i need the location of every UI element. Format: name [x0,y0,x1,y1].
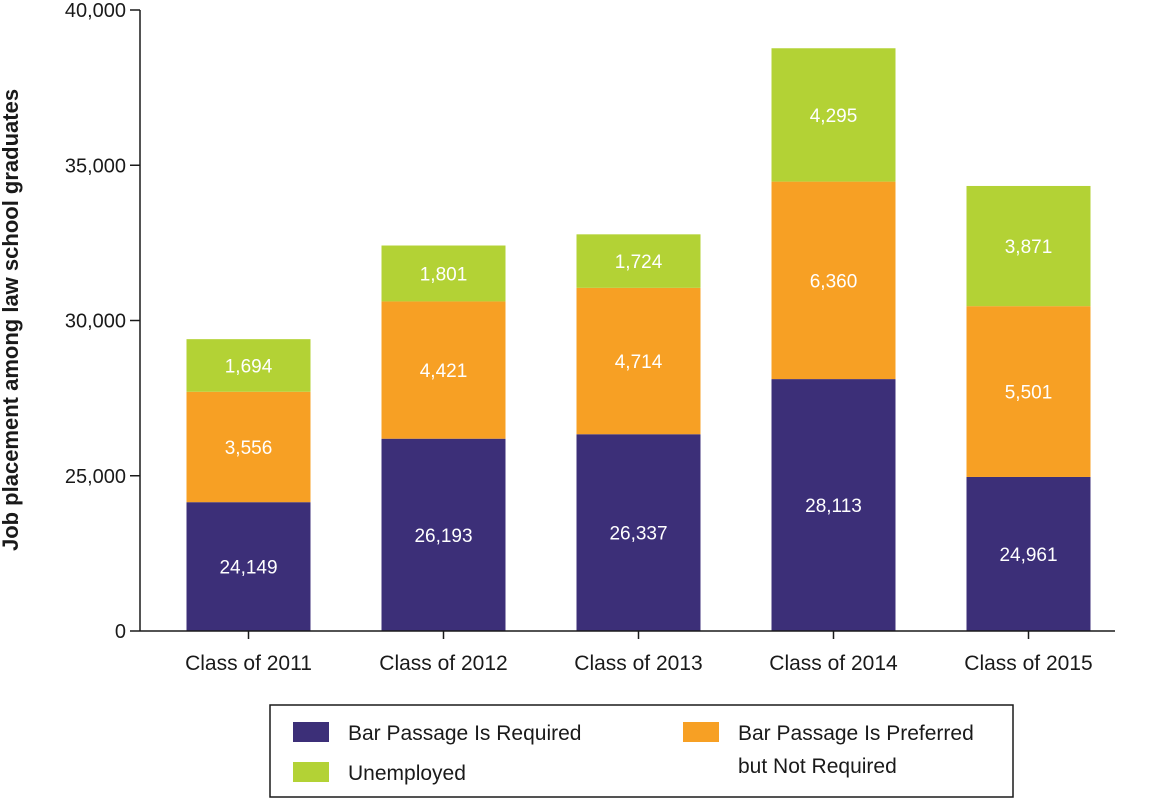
bar-segment [186,502,311,631]
y-tick-label: 0 [115,621,126,643]
bar-segment [381,438,506,631]
bar-value-label: 5,501 [1005,383,1053,404]
bar-segment [966,476,1091,631]
bar-segment [966,306,1091,477]
bar-segment [576,234,701,288]
x-tick-label: Class of 2012 [379,652,507,675]
bar-segment [576,287,701,435]
bar-segment [966,185,1091,307]
bar-segment [186,339,311,392]
y-tick-label: 40,000 [65,0,126,22]
bar-segment [771,181,896,380]
x-tick-label: Class of 2013 [574,652,702,675]
bar-value-label: 3,871 [1005,237,1053,258]
legend-label: Bar Passage Is Preferred but Not Required [738,722,974,778]
bar-value-label: 26,337 [609,524,667,545]
x-tick-label: Class of 2014 [769,652,898,675]
legend: Bar Passage Is Required Bar Passage Is Pr… [269,704,1014,798]
legend-label: Unemployed [348,762,466,785]
legend-box [269,704,1014,798]
y-tick-label: 35,000 [65,155,126,177]
legend-label-line: Unemployed [348,762,466,785]
x-tick-label: Class of 2011 [185,652,312,675]
bar-segment [381,301,506,439]
y-axis-label: Job placement among law school graduates [0,89,23,551]
y-tick-label: 25,000 [65,466,126,488]
bar-value-label: 4,295 [810,106,858,127]
legend-label-line: but Not Required [738,755,897,778]
bar-value-label: 4,714 [615,352,663,373]
bar-segment [381,245,506,302]
bar-value-label: 1,724 [615,252,663,273]
bars: 24,149 3,556 1,694 26,193 4,421 1,801 26,337 4,… [186,48,1091,631]
bar-value-label: 6,360 [810,271,858,292]
bar-value-label: 24,961 [999,545,1057,566]
legend-label-line: Bar Passage Is Required [348,722,581,745]
bar-value-label: 3,556 [225,438,273,459]
legend-label: Bar Passage Is Required [348,722,581,745]
y-tick-label: 30,000 [65,311,126,333]
legend-swatch [293,762,329,782]
bar-segment [576,434,701,631]
bar-segment [771,379,896,631]
legend-label-line: Bar Passage Is Preferred [738,722,974,745]
bar-value-label: 1,801 [420,264,468,285]
legend-swatch [293,722,329,742]
x-axis: Class of 2011 Class of 2012 Class of 2013 C… [140,630,1115,675]
bar-value-label: 1,694 [225,356,273,377]
bar-segment [186,391,311,503]
legend-swatch [683,722,719,742]
bar-value-label: 28,113 [805,496,862,517]
bar-value-label: 26,193 [414,526,472,547]
x-tick-label: Class of 2015 [964,652,1092,675]
bar-value-label: 4,421 [420,361,468,382]
bar-segment [771,48,896,182]
bar-value-label: 24,149 [219,558,277,579]
y-axis: 0 25,000 30,000 35,000 40,000 [65,0,141,643]
